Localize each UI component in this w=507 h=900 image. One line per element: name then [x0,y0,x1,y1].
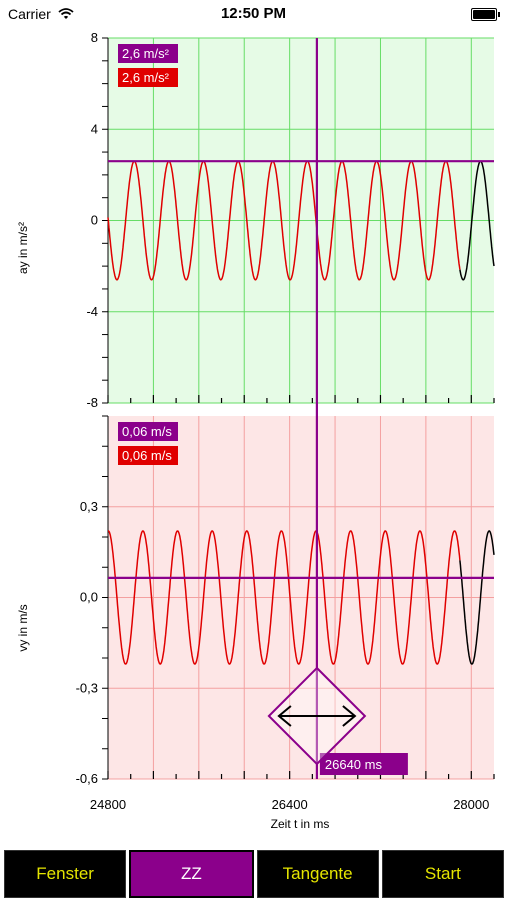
status-bar: Carrier 12:50 PM [0,0,507,30]
bottom-toolbar: Fenster ZZ Tangente Start [4,850,504,898]
series-lines [107,160,495,665]
acc-series-rest [459,160,495,281]
vel-value-tag: 0,06 m/s [122,448,172,463]
x-tick-label: 24800 [90,797,126,812]
vel-y-tick-label: 0,3 [80,499,98,514]
acc-value-tag: 2,6 m/s² [122,46,170,61]
wifi-icon [58,8,74,19]
acc-y-tick-label: 4 [91,121,98,136]
vel-series-rest [459,530,495,665]
tangente-button[interactable]: Tangente [256,850,379,898]
vel-value-tag: 0,06 m/s [122,424,172,439]
acc-y-tick-label: -4 [86,304,98,319]
zz-button[interactable]: ZZ [129,850,254,898]
fenster-button[interactable]: Fenster [4,850,127,898]
carrier-label: Carrier [8,6,74,22]
x-tick-label: 28000 [453,797,489,812]
vel-y-tick-label: -0,6 [76,771,98,786]
x-tick-label: 26400 [272,797,308,812]
vel-series-active [107,530,461,665]
acc-series-active [107,160,461,281]
acc-y-axis-title: ay in m/s² [16,222,30,274]
x-axis-title: Zeit t in ms [271,817,330,831]
acc-y-tick-label: 8 [91,30,98,45]
vel-y-axis-title: vy in m/s [16,604,30,651]
cursor-lines[interactable] [108,38,494,779]
cursor-drag-handle[interactable] [267,666,367,766]
cursor-time-tag: 26640 ms [325,757,383,772]
vel-value-tag-box [118,422,178,441]
axes: 8 4 0 -4 -8 0,3 0,0 -0,3 -0,6 24800 26400 28000 [76,30,495,812]
acc-value-tag-box [118,68,178,87]
battery-icon [471,8,500,21]
axis-labels: ay in m/s² vy in m/s Zeit t in ms [16,222,329,831]
cursor-time-tag-box [319,753,408,775]
arrow-right-head [342,705,357,727]
acc-value-tag: 2,6 m/s² [122,70,170,85]
arrow-left-head [277,705,292,727]
acc-y-tick-label: -8 [86,395,98,410]
vel-y-tick-label: 0,0 [80,590,98,605]
acc-y-tick-label: 0 [91,213,98,228]
plot-area[interactable]: 8 4 0 -4 -8 0,3 0,0 -0,3 -0,6 24800 26400 28000 ay … [0,30,507,845]
vel-value-tag-box [118,446,178,465]
status-time: 12:50 PM [220,5,287,22]
start-button[interactable]: Start [381,850,504,898]
value-tags: 2,6 m/s² 2,6 m/s² 0,06 m/s 0,06 m/s 26640 ms [118,44,408,775]
acc-value-tag-box [118,44,178,63]
vel-y-tick-label: -0,3 [76,680,98,695]
